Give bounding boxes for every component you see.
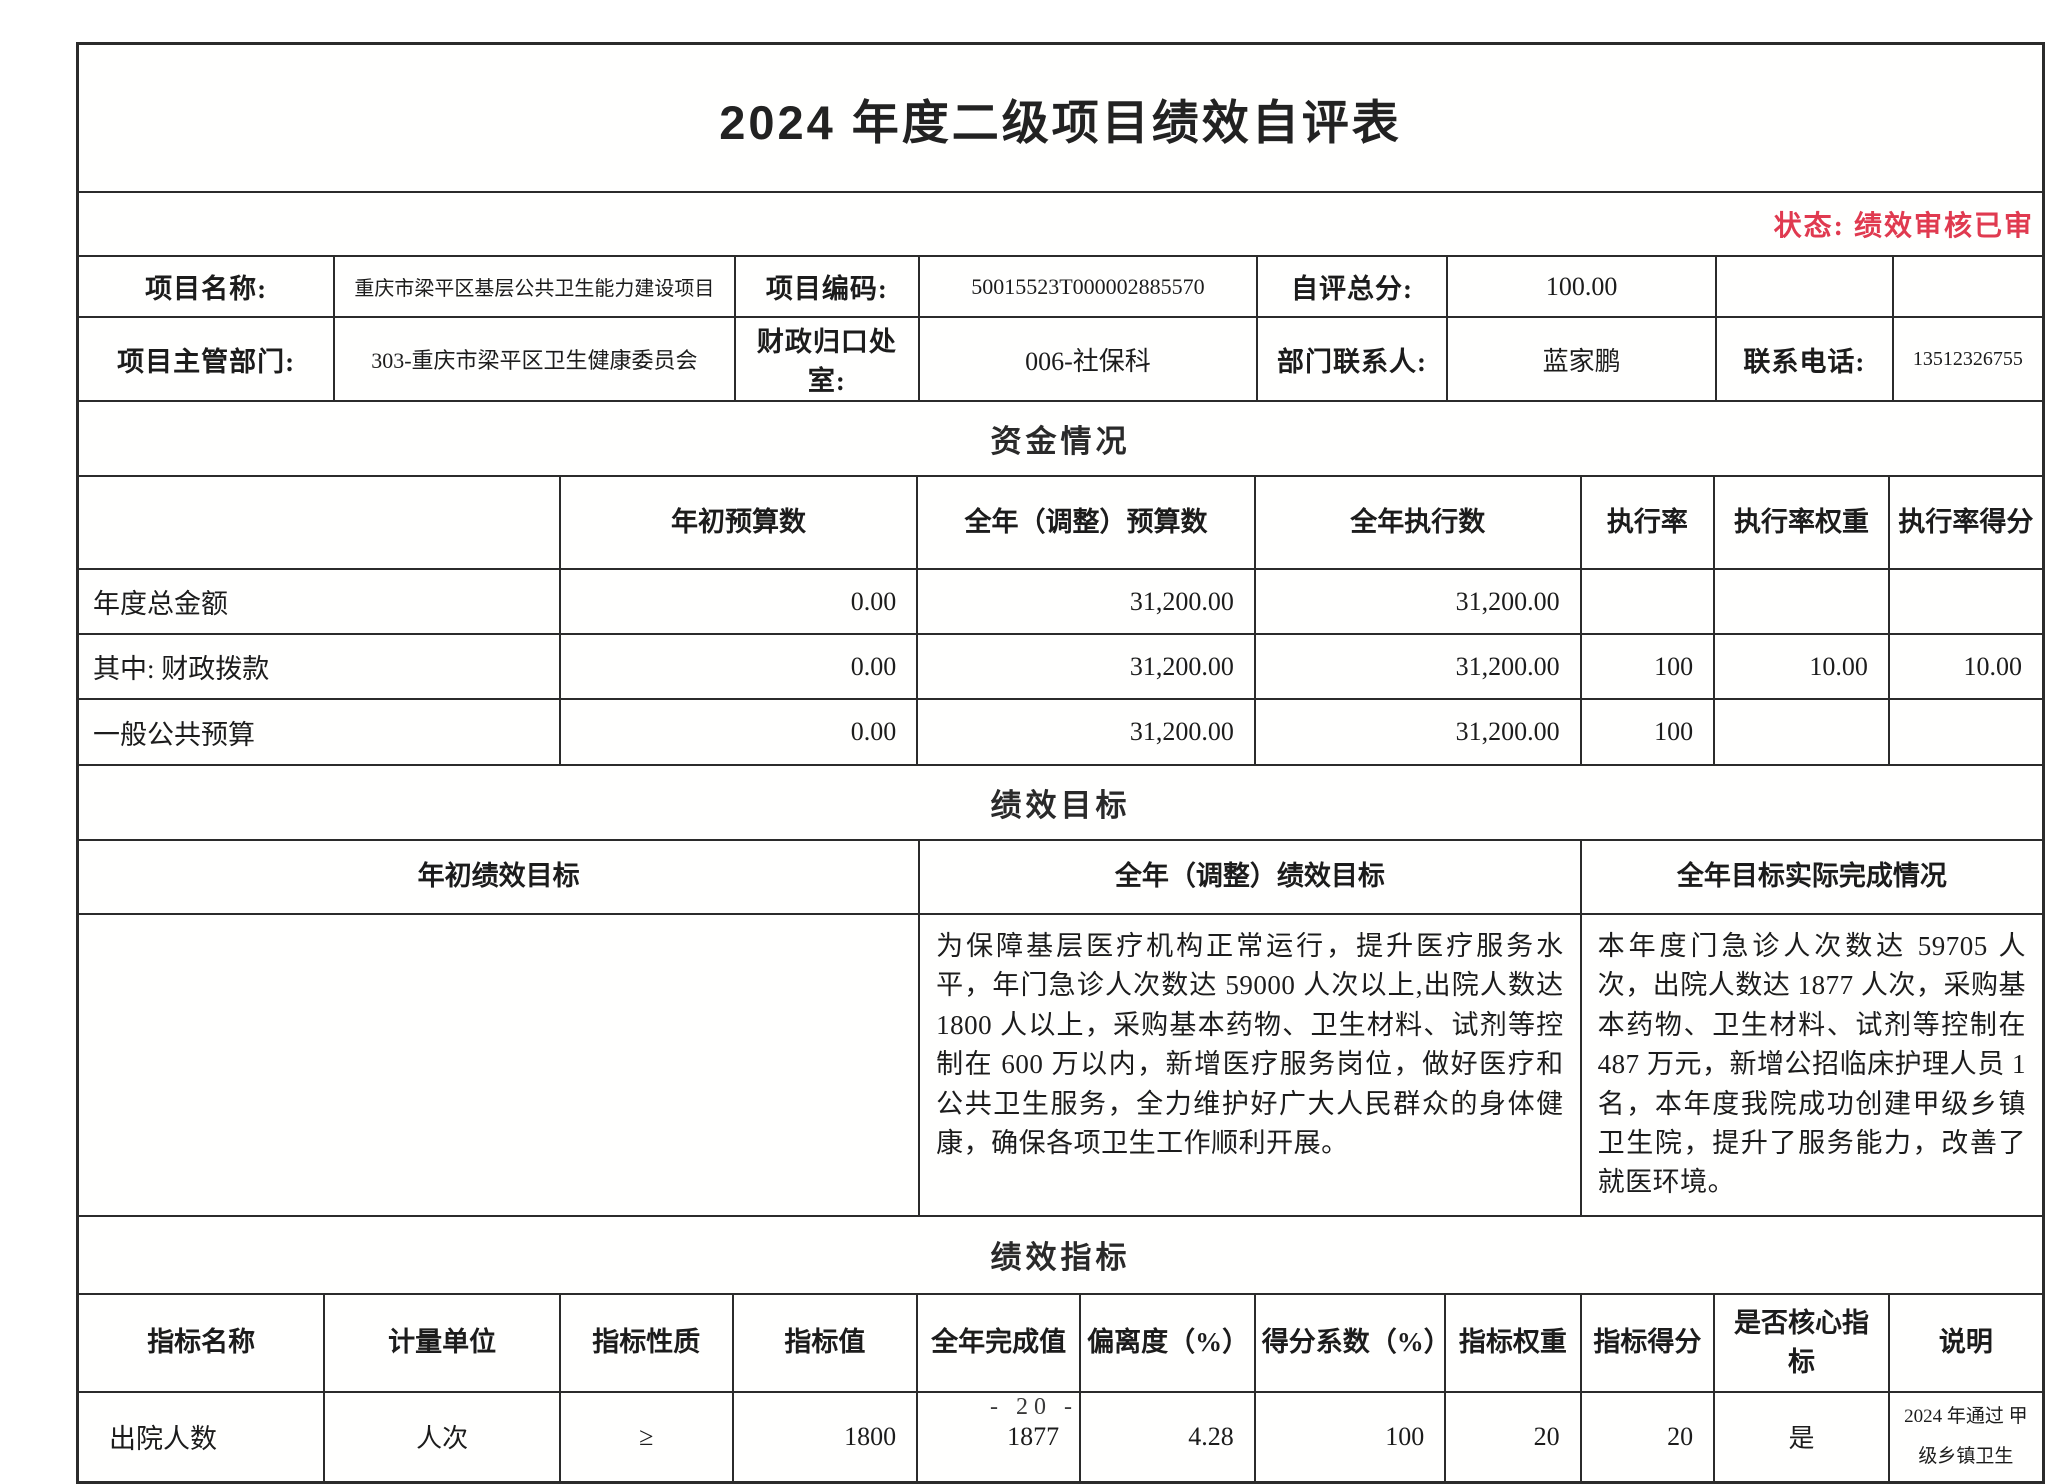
funding-table: 年初预算数 全年（调整）预算数 全年执行数 执行率 执行率权重 执行率得分 年度… [79,477,2042,764]
page-title: 2024 年度二级项目绩效自评表 [719,95,1402,149]
funding-header-rate-score: 执行率得分 [1888,477,2042,570]
indicators-table: 指标名称 计量单位 指标性质 指标值 全年完成值 偏离度（%） 得分系数（%） … [79,1294,2042,1481]
funding-rate-value: 100 [1580,634,1716,700]
funding-rate-value: 100 [1580,699,1716,764]
table-row: 一般公共预算 0.00 31,200.00 31,200.00 100 [79,699,2042,764]
indicators-header-row: 指标名称 计量单位 指标性质 指标值 全年完成值 偏离度（%） 得分系数（%） … [79,1294,2042,1393]
project-name-value: 重庆市梁平区基层公共卫生能力建设项目 [334,257,736,318]
funding-header-executed: 全年执行数 [1254,477,1582,570]
goals-section-title: 绩效目标 [990,788,1131,823]
contact-label: 部门联系人: [1256,317,1449,400]
funding-header-empty [79,477,561,570]
phone-label: 联系电话: [1716,317,1894,400]
indicators-block: 指标名称 计量单位 指标性质 指标值 全年完成值 偏离度（%） 得分系数（%） … [79,1294,2042,1481]
ind-header-target: 指标值 [732,1294,919,1393]
funding-header-adjusted: 全年（调整）预算数 [917,477,1256,570]
goals-header-actual: 全年目标实际完成情况 [1580,841,2042,915]
ind-header-nature: 指标性质 [559,1294,734,1393]
contact-value: 蓝家鹏 [1447,317,1718,400]
goals-section-row: 绩效目标 [79,766,2042,841]
project-name-label: 项目名称: [79,257,336,318]
ind-header-unit: 计量单位 [324,1294,561,1393]
funding-header-rate-weight: 执行率权重 [1714,477,1890,570]
funding-initial-value: 0.00 [559,569,919,635]
goals-initial-text [79,914,921,1215]
info-row-1: 项目名称: 重庆市梁平区基层公共卫生能力建设项目 项目编码: 50015523T… [79,257,2042,318]
funding-initial-value: 0.00 [559,634,919,700]
ind-header-score: 指标得分 [1580,1294,1716,1393]
page-number: - 20 - [990,1394,1078,1420]
project-code-value: 50015523T000002885570 [919,257,1258,318]
project-info-table: 项目名称: 重庆市梁平区基层公共卫生能力建设项目 项目编码: 50015523T… [79,257,2042,400]
indicators-section-row: 绩效指标 [79,1217,2042,1295]
self-score-label: 自评总分: [1256,257,1449,318]
ind-header-coefficient: 得分系数（%） [1254,1294,1447,1393]
funding-rate-score-value [1889,699,2042,764]
finance-office-value: 006-社保科 [919,317,1258,400]
table-row: 其中: 财政拨款 0.00 31,200.00 31,200.00 100 10… [79,634,2042,700]
funding-rate-score-value: 10.00 [1888,634,2042,700]
funding-block: 年初预算数 全年（调整）预算数 全年执行数 执行率 执行率权重 执行率得分 年度… [79,477,2042,766]
ind-header-note: 说明 [1888,1294,2042,1393]
ind-header-deviation: 偏离度（%） [1080,1294,1256,1393]
goals-adjusted-text: 为保障基层医疗机构正常运行，提升医疗服务水平，年门急诊人次数达 59000 人次… [919,914,1582,1215]
funding-executed-value: 31,200.00 [1254,699,1582,764]
funding-rate-value [1580,569,1716,635]
title-row: 2024 年度二级项目绩效自评表 [79,45,2042,193]
project-code-label: 项目编码: [734,257,921,318]
funding-section-title: 资金情况 [990,424,1131,459]
goals-header-initial: 年初绩效目标 [79,841,921,915]
funding-header-rate: 执行率 [1580,477,1716,570]
funding-header-initial: 年初预算数 [559,477,919,570]
table-row: 年度总金额 0.00 31,200.00 31,200.00 [79,569,2042,635]
goals-table: 年初绩效目标 全年（调整）绩效目标 全年目标实际完成情况 为保障基层医疗机构正常… [79,841,2042,1215]
funding-row-label: 其中: 财政拨款 [79,634,561,700]
funding-rate-score-value [1888,569,2042,635]
goals-actual-text: 本年度门急诊人次数达 59705 人次，出院人数达 1877 人次，采购基本药物… [1597,931,2026,1198]
goals-body-row: 为保障基层医疗机构正常运行，提升医疗服务水平，年门急诊人次数达 59000 人次… [79,914,2042,1215]
phone-value: 13512326755 [1912,347,2023,370]
funding-section-row: 资金情况 [79,402,2042,477]
status-row: 状态: 绩效审核已审 [79,193,2042,257]
finance-office-label: 财政归口处室: [734,317,921,400]
funding-initial-value: 0.00 [559,699,919,764]
goals-header-row: 年初绩效目标 全年（调整）绩效目标 全年目标实际完成情况 [79,841,2042,915]
info-row-2: 项目主管部门: 303-重庆市梁平区卫生健康委员会 财政归口处室: 006-社保… [79,317,2042,400]
funding-rate-weight-value: 10.00 [1714,634,1890,700]
funding-header-row: 年初预算数 全年（调整）预算数 全年执行数 执行率 执行率权重 执行率得分 [79,477,2042,570]
self-score-value: 100.00 [1447,257,1718,318]
funding-adjusted-value: 31,200.00 [917,569,1256,635]
ind-header-name: 指标名称 [79,1294,326,1393]
dept-label: 项目主管部门: [79,317,336,400]
ind-header-actual: 全年完成值 [917,1294,1082,1393]
funding-adjusted-value: 31,200.00 [917,634,1256,700]
self-evaluation-form: 2024 年度二级项目绩效自评表 状态: 绩效审核已审 项目名称: 重庆市梁平区… [76,42,2045,1484]
funding-rate-weight-value [1714,699,1890,764]
funding-adjusted-value: 31,200.00 [917,699,1256,764]
ind-header-weight: 指标权重 [1445,1294,1582,1393]
indicators-section-title: 绩效指标 [990,1240,1131,1276]
status-badge: 状态: 绩效审核已审 [1773,211,2034,242]
info-empty-cell-2 [1892,257,2042,318]
funding-executed-value: 31,200.00 [1254,569,1582,635]
funding-row-label: 年度总金额 [79,569,561,635]
funding-row-label: 一般公共预算 [79,699,561,764]
info-empty-cell-1 [1716,257,1894,318]
goals-block: 年初绩效目标 全年（调整）绩效目标 全年目标实际完成情况 为保障基层医疗机构正常… [79,841,2042,1217]
goals-header-adjusted: 全年（调整）绩效目标 [919,841,1582,915]
dept-value: 303-重庆市梁平区卫生健康委员会 [334,317,736,400]
funding-executed-value: 31,200.00 [1254,634,1582,700]
project-info-block: 项目名称: 重庆市梁平区基层公共卫生能力建设项目 项目编码: 50015523T… [79,257,2042,402]
ind-header-core: 是否核心指标 [1714,1294,1890,1393]
funding-rate-weight-value [1714,569,1890,635]
